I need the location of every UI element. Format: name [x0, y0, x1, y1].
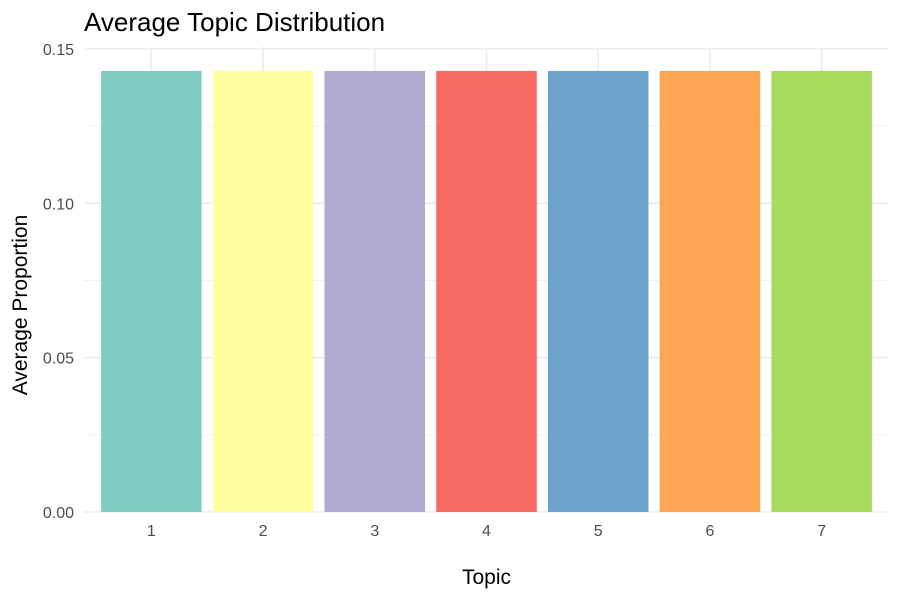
bar-topic-3	[324, 70, 426, 512]
x-tick-label: 1	[147, 523, 156, 540]
x-tick-label: 7	[817, 523, 826, 540]
x-axis-ticks: 1 2 3 4 5 6 7	[147, 523, 826, 540]
y-tick-label: 0.05	[43, 351, 74, 368]
bar-topic-1	[101, 70, 202, 512]
x-tick-label: 4	[482, 523, 491, 540]
bar-topic-6	[659, 70, 761, 512]
bar-topic-2	[212, 70, 314, 512]
y-tick-label: 0.00	[43, 505, 74, 522]
bar-topic-4	[436, 70, 537, 512]
bar-topic-7	[771, 70, 872, 512]
bar-topic-5	[547, 70, 649, 512]
x-axis-title: Topic	[462, 566, 511, 589]
x-tick-label: 5	[594, 523, 603, 540]
bars	[101, 70, 872, 512]
y-tick-label: 0.10	[43, 196, 74, 213]
chart-title: Average Topic Distribution	[84, 7, 385, 37]
x-tick-label: 2	[259, 523, 268, 540]
x-tick-label: 3	[370, 523, 379, 540]
y-axis-ticks: 0.00 0.05 0.10 0.15	[43, 42, 74, 522]
y-tick-label: 0.15	[43, 42, 74, 59]
y-axis-title: Average Proportion	[9, 215, 32, 396]
x-tick-label: 6	[705, 523, 714, 540]
